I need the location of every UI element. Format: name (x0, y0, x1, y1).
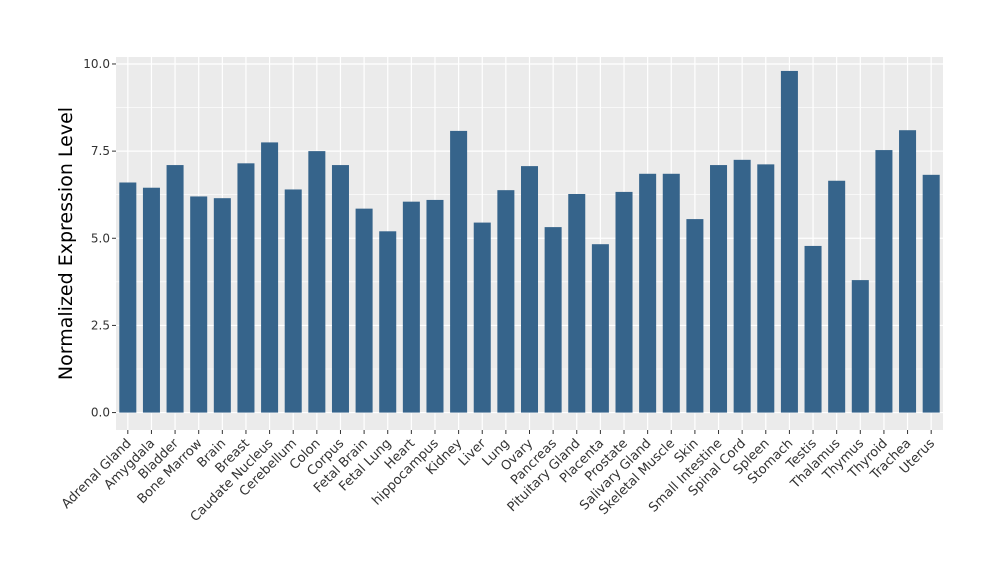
bar (591, 244, 609, 413)
bar (828, 180, 846, 413)
bar (520, 166, 539, 413)
bar (875, 150, 893, 413)
bar (426, 199, 444, 413)
bar (922, 174, 940, 413)
y-tick-label: 10.0 (83, 57, 110, 71)
bar (851, 280, 869, 413)
bar (710, 165, 728, 413)
bar (733, 159, 751, 413)
bar (331, 165, 349, 413)
bar (450, 130, 468, 413)
bar (237, 163, 255, 413)
bar (119, 182, 137, 413)
bar (686, 219, 704, 413)
y-tick-label: 2.5 (91, 318, 110, 332)
bar (284, 189, 302, 413)
bar (780, 70, 798, 413)
bar (379, 231, 397, 413)
bar (804, 245, 822, 413)
bars (119, 70, 940, 413)
bar (261, 142, 279, 413)
bar (190, 196, 208, 413)
bar (899, 130, 917, 413)
bar (142, 187, 160, 413)
bar (639, 173, 657, 413)
bar (213, 198, 231, 413)
y-tick-label: 0.0 (91, 406, 110, 420)
bar (473, 222, 491, 413)
bar (308, 151, 326, 413)
bar (757, 164, 775, 413)
bar (568, 193, 586, 413)
bar (355, 208, 373, 413)
bar (497, 190, 515, 413)
y-tick-label: 7.5 (91, 144, 110, 158)
y-axis: 0.0 2.5 5.0 7.5 10.0 (83, 57, 116, 420)
y-axis-title: Normalized Expression Level (55, 107, 77, 380)
bar (544, 227, 562, 413)
bar (166, 165, 184, 413)
bar (402, 201, 420, 413)
y-tick-label: 5.0 (91, 231, 110, 245)
bar (662, 173, 680, 413)
bar (615, 191, 633, 413)
